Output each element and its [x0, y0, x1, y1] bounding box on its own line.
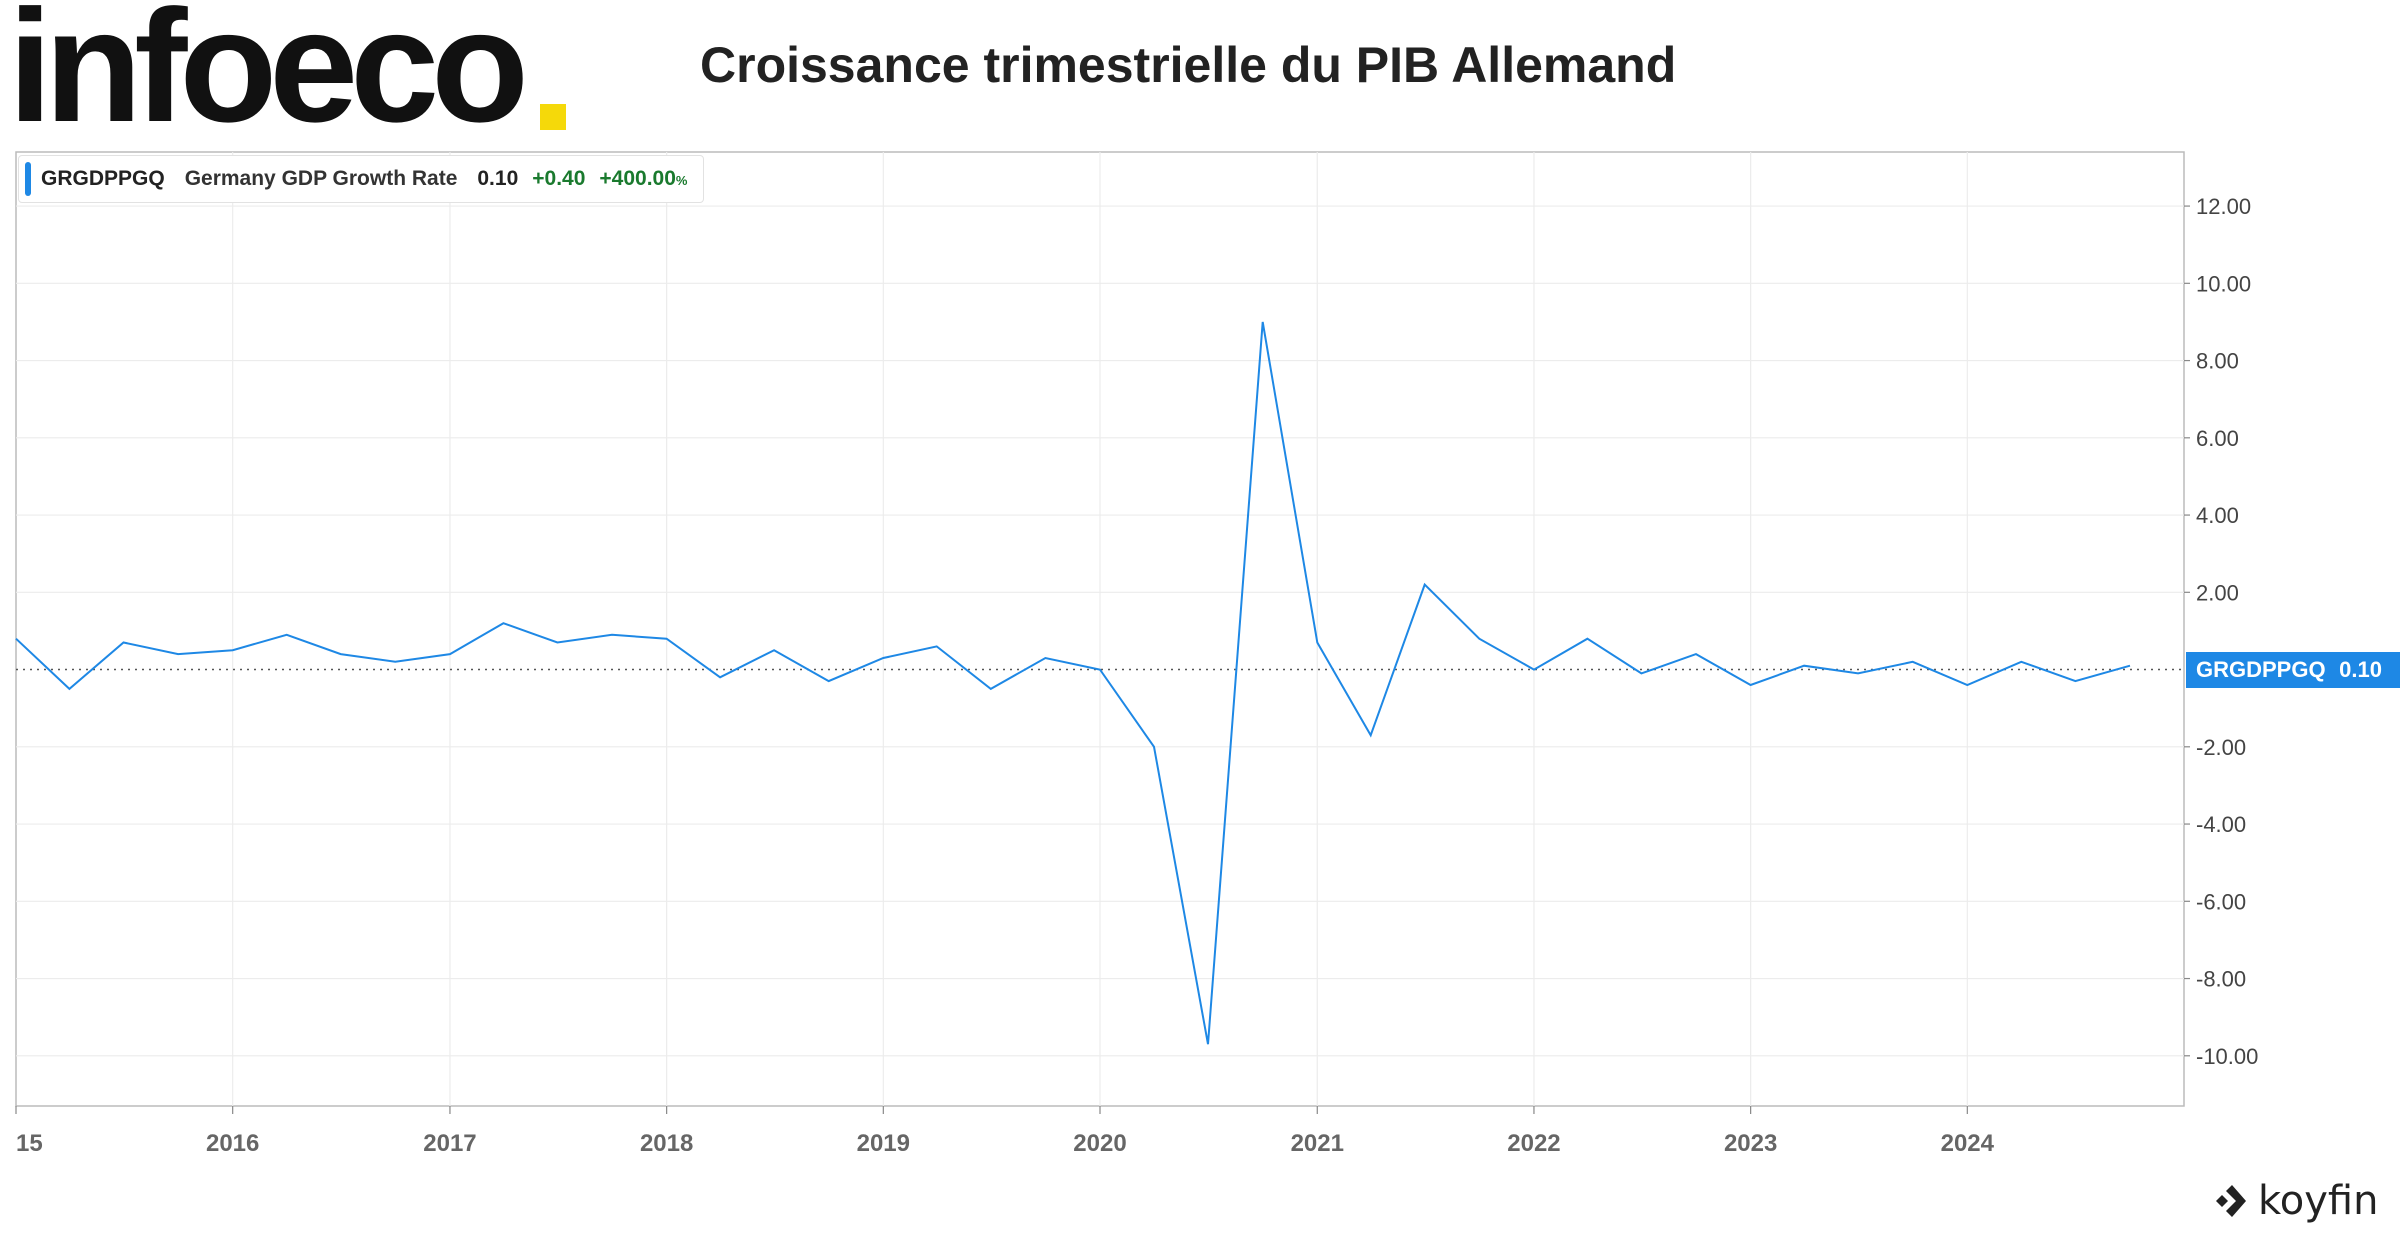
x-tick-label: 2016 [206, 1130, 259, 1157]
legend-ticker: GRGDPPGQ [41, 167, 165, 190]
y-tick-label: 12.00 [2196, 194, 2251, 219]
legend[interactable]: GRGDPPGQ Germany GDP Growth Rate 0.10 +0… [18, 155, 705, 203]
data-point[interactable] [500, 620, 506, 626]
data-point[interactable] [175, 651, 181, 657]
legend-change: +0.40 [532, 167, 586, 190]
data-point[interactable] [13, 636, 19, 642]
data-point[interactable] [392, 659, 398, 665]
data-point[interactable] [554, 640, 560, 646]
y-tick-label: 8.00 [2196, 349, 2239, 374]
x-tick-label: 2020 [1073, 1130, 1126, 1157]
data-point[interactable] [2072, 678, 2078, 684]
y-tick-label: 10.00 [2196, 271, 2251, 296]
y-axis: 12.00 10.00 8.00 6.00 4.00 2.00 -2.00 -4.00 -6.0… [2184, 194, 2258, 1069]
chart-title: Croissance trimestrielle du PIB Allemand [700, 37, 1677, 93]
x-tick-label: 2023 [1724, 1130, 1777, 1157]
data-point[interactable] [988, 686, 994, 692]
legend-series-name: Germany GDP Growth Rate [184, 167, 458, 190]
data-point[interactable] [1205, 1041, 1211, 1047]
y-tick-label: -10.00 [2196, 1044, 2258, 1069]
data-point[interactable] [1964, 682, 1970, 688]
last-value: 0.10 [2339, 657, 2382, 682]
data-point[interactable] [664, 636, 670, 642]
x-tick-label: 15 [16, 1130, 43, 1157]
data-point[interactable] [1910, 659, 1916, 665]
y-tick-label: -6.00 [2196, 889, 2246, 914]
data-point[interactable] [1638, 670, 1644, 676]
data-point[interactable] [1151, 744, 1157, 750]
data-point[interactable] [1422, 582, 1428, 588]
data-point[interactable] [1748, 682, 1754, 688]
grid [16, 152, 2184, 1106]
data-point[interactable] [1801, 663, 1807, 669]
data-point[interactable] [1042, 655, 1048, 661]
legend-change-percent: +400.00% [599, 167, 687, 191]
data-point[interactable] [338, 651, 344, 657]
data-point[interactable] [1693, 651, 1699, 657]
data-point[interactable] [609, 632, 615, 638]
x-tick-label: 2021 [1291, 1130, 1344, 1157]
x-tick-label: 2019 [857, 1130, 910, 1157]
infoeco-logo: infoeco [8, 0, 529, 155]
y-tick-label: -2.00 [2196, 735, 2246, 760]
data-point[interactable] [717, 674, 723, 680]
legend-swatch [25, 162, 31, 196]
logo-dot [540, 104, 566, 130]
koyfin-text: koyfin [2258, 1178, 2379, 1224]
data-point[interactable] [1476, 636, 1482, 642]
data-point[interactable] [1368, 732, 1374, 738]
data-point[interactable] [1855, 670, 1861, 676]
data-points [13, 319, 2133, 1047]
data-point[interactable] [1584, 636, 1590, 642]
x-tick-label: 2017 [423, 1130, 476, 1157]
last-value-ticker: GRGDPPGQ [2196, 657, 2326, 682]
x-tick-label: 2024 [1941, 1130, 1995, 1157]
data-point[interactable] [447, 651, 453, 657]
x-axis: 15 2016 2017 2018 2019 2020 2021 2022 2023 2024 [15, 1106, 1995, 1157]
y-tick-label: 2.00 [2196, 580, 2239, 605]
data-point[interactable] [120, 640, 126, 646]
data-point[interactable] [1531, 667, 1537, 673]
koyfin-icon [2216, 1185, 2246, 1217]
x-tick-label: 2022 [1507, 1130, 1560, 1157]
legend-value: 0.10 [477, 167, 519, 190]
y-tick-label: -4.00 [2196, 812, 2246, 837]
x-tick-label: 2018 [640, 1130, 693, 1157]
y-tick-label: -8.00 [2196, 967, 2246, 992]
data-point[interactable] [2018, 659, 2024, 665]
data-point[interactable] [1097, 667, 1103, 673]
koyfin-brand: koyfin [2212, 1178, 2378, 1224]
data-point[interactable] [880, 655, 886, 661]
data-point[interactable] [1260, 319, 1266, 325]
data-point[interactable] [284, 632, 290, 638]
data-point[interactable] [771, 647, 777, 653]
data-point[interactable] [230, 647, 236, 653]
data-point[interactable] [934, 643, 940, 649]
data-point[interactable] [66, 686, 72, 692]
data-point[interactable] [2127, 663, 2133, 669]
y-tick-label: 4.00 [2196, 503, 2239, 528]
last-value-label: GRGDPPGQ 0.10 [2186, 652, 2400, 688]
data-point[interactable] [826, 678, 832, 684]
legend-pct-value: +400.00 [599, 167, 676, 190]
legend-pct-sign: % [675, 173, 688, 188]
y-tick-label: 6.00 [2196, 426, 2239, 451]
series-line [15, 321, 2131, 1045]
data-point[interactable] [1314, 640, 1320, 646]
